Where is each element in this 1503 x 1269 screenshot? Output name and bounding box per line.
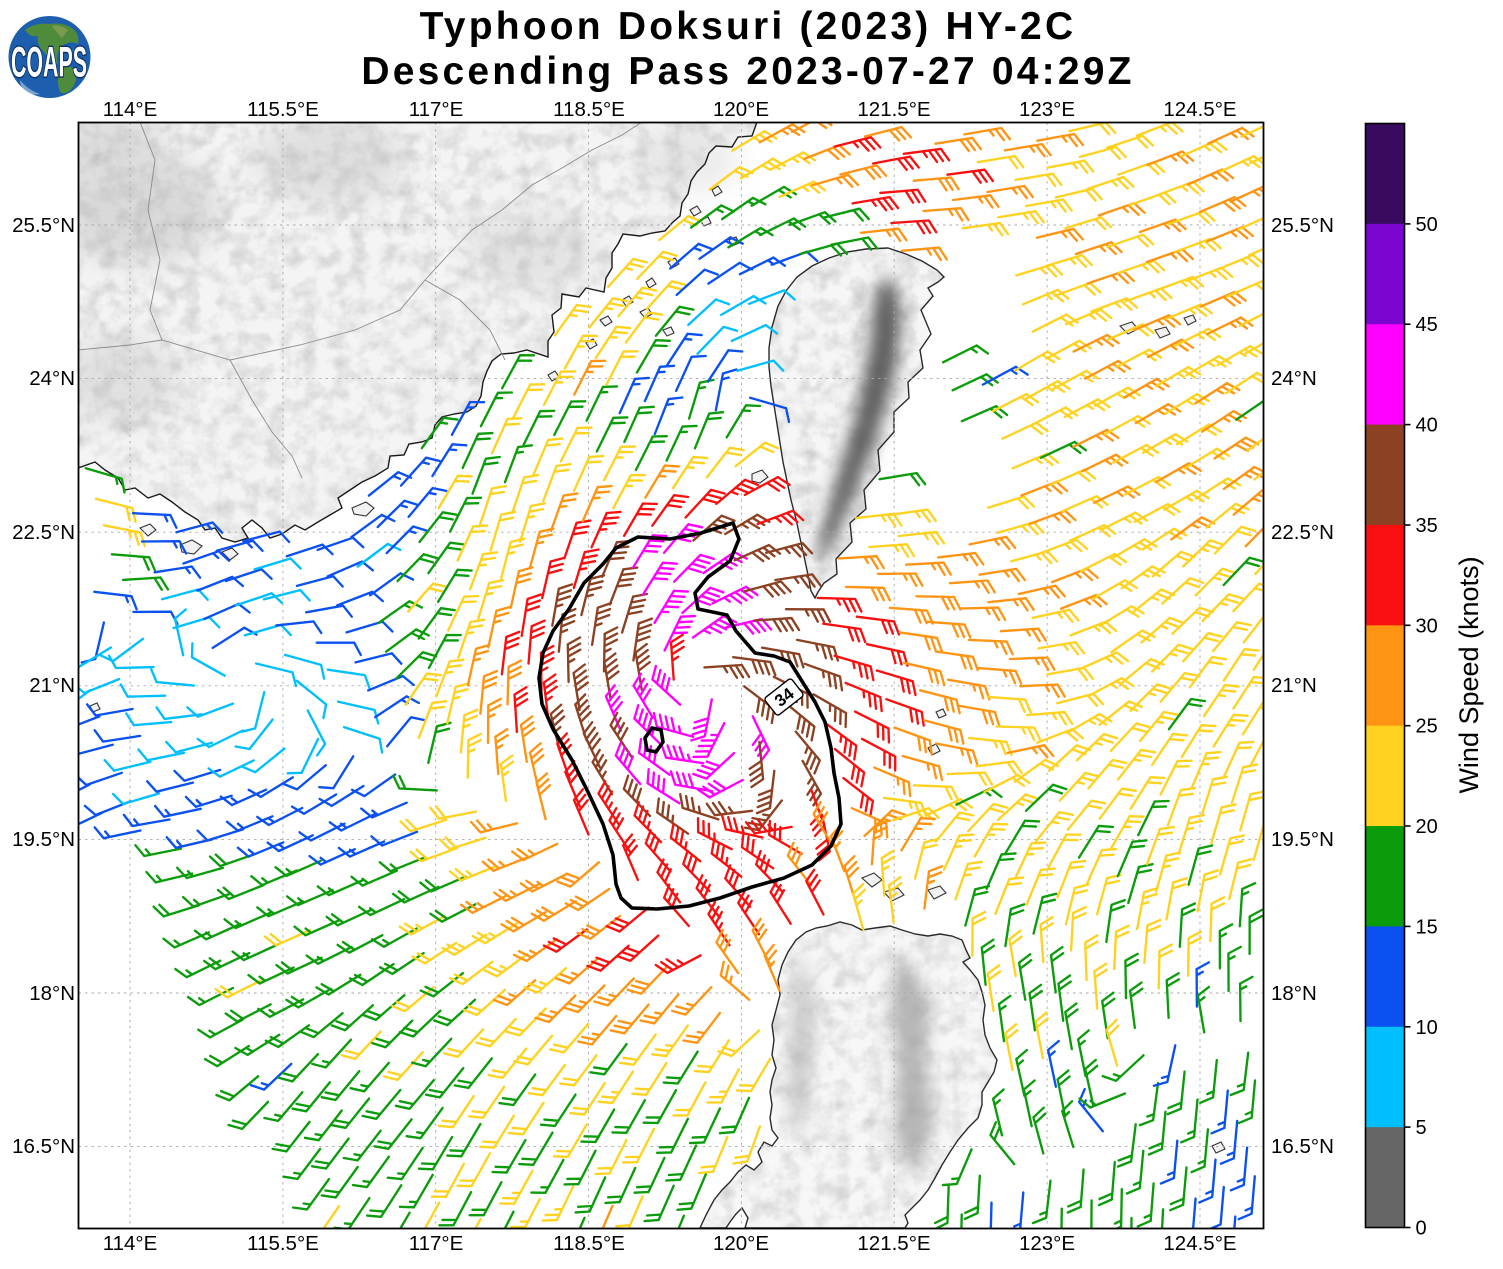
svg-text:Wind Speed (knots): Wind Speed (knots)	[1454, 556, 1484, 793]
svg-text:123°E: 123°E	[1019, 1232, 1075, 1255]
svg-text:115.5°E: 115.5°E	[247, 98, 319, 121]
svg-text:10: 10	[1416, 1017, 1438, 1039]
svg-text:25: 25	[1416, 716, 1438, 738]
svg-text:124.5°E: 124.5°E	[1163, 98, 1236, 121]
svg-text:30: 30	[1416, 615, 1438, 637]
svg-text:117°E: 117°E	[409, 98, 464, 121]
svg-text:24°N: 24°N	[1271, 367, 1317, 390]
svg-text:117°E: 117°E	[409, 1232, 464, 1255]
svg-text:118.5°E: 118.5°E	[553, 98, 625, 121]
svg-text:118.5°E: 118.5°E	[553, 1232, 625, 1255]
svg-text:120°E: 120°E	[713, 98, 769, 121]
svg-text:19.5°N: 19.5°N	[1271, 828, 1334, 851]
svg-text:22.5°N: 22.5°N	[12, 521, 75, 544]
svg-text:21°N: 21°N	[1271, 674, 1317, 697]
svg-text:15: 15	[1416, 916, 1438, 938]
svg-text:22.5°N: 22.5°N	[1271, 521, 1334, 544]
svg-text:121.5°E: 121.5°E	[857, 98, 930, 121]
svg-text:50: 50	[1416, 214, 1438, 236]
svg-text:45: 45	[1416, 314, 1438, 336]
svg-text:35: 35	[1416, 515, 1438, 537]
svg-text:16.5°N: 16.5°N	[12, 1135, 75, 1158]
svg-text:18°N: 18°N	[1271, 982, 1317, 1005]
svg-text:114°E: 114°E	[103, 1232, 158, 1255]
svg-text:25.5°N: 25.5°N	[12, 214, 75, 237]
svg-text:20: 20	[1416, 816, 1438, 838]
svg-text:124.5°E: 124.5°E	[1163, 1232, 1236, 1255]
svg-text:19.5°N: 19.5°N	[12, 828, 75, 851]
svg-text:24°N: 24°N	[29, 367, 75, 390]
svg-text:Typhoon Doksuri (2023) HY-2C: Typhoon Doksuri (2023) HY-2C	[420, 5, 1077, 48]
svg-text:120°E: 120°E	[713, 1232, 769, 1255]
svg-text:121.5°E: 121.5°E	[857, 1232, 930, 1255]
svg-text:Descending Pass 2023-07-27 04:: Descending Pass 2023-07-27 04:29Z	[361, 50, 1134, 93]
svg-text:40: 40	[1416, 415, 1438, 437]
svg-text:COAPS: COAPS	[11, 38, 87, 86]
svg-text:114°E: 114°E	[103, 98, 158, 121]
svg-text:18°N: 18°N	[29, 982, 75, 1005]
svg-text:5: 5	[1416, 1117, 1427, 1139]
svg-text:21°N: 21°N	[29, 674, 75, 697]
svg-text:115.5°E: 115.5°E	[247, 1232, 319, 1255]
svg-text:0: 0	[1416, 1218, 1427, 1240]
svg-text:16.5°N: 16.5°N	[1271, 1135, 1334, 1158]
svg-text:123°E: 123°E	[1019, 98, 1075, 121]
svg-text:25.5°N: 25.5°N	[1271, 214, 1334, 237]
